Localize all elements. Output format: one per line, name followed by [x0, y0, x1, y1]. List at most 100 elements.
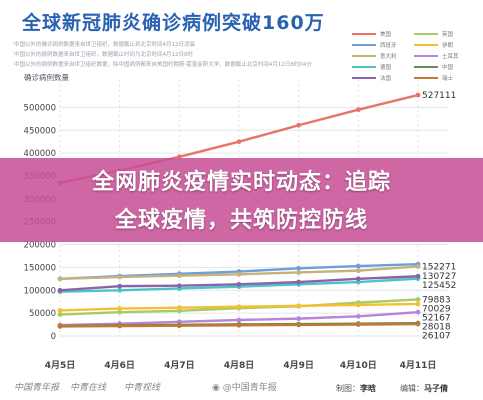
legend-swatch — [352, 76, 376, 79]
footer — [0, 372, 483, 400]
legend-swatch — [414, 32, 438, 35]
data-point — [415, 263, 421, 269]
chart-title: 全球新冠肺炎确诊病例突破160万 — [22, 12, 325, 34]
data-point — [57, 312, 63, 317]
data-point — [296, 316, 302, 322]
legend-item: 德国 — [352, 61, 414, 72]
legend-swatch — [352, 65, 376, 68]
legend-item: 瑞士 — [414, 72, 476, 83]
y-tick-label: 100000 — [24, 286, 56, 296]
data-point — [117, 309, 123, 315]
y-tick-label: 500000 — [24, 103, 56, 113]
legend-label: 英国 — [442, 31, 454, 38]
credit-name: 马子倩 — [424, 384, 448, 393]
data-label: 26107 — [422, 331, 451, 341]
legend-label: 法国 — [380, 75, 392, 82]
data-point — [236, 322, 242, 328]
data-point — [117, 274, 123, 280]
data-point — [355, 263, 361, 269]
x-tick-label: 4月9日 — [283, 360, 314, 371]
data-point — [117, 287, 123, 293]
credit-label: 编辑： — [400, 384, 424, 393]
legend-item: 土耳其 — [414, 50, 476, 61]
data-label: 52167 — [422, 313, 451, 323]
data-label: 28018 — [422, 322, 451, 332]
source-note: 中国以外的病例数据来自世卫组织，数据截止时间为北京时间4月12日8时 — [14, 52, 193, 58]
data-point — [355, 302, 361, 308]
legend-swatch — [352, 32, 376, 35]
x-tick-label: 4月5日 — [45, 360, 76, 371]
y-tick-label: 150000 — [24, 263, 56, 273]
data-point — [57, 324, 63, 329]
legend-swatch — [352, 54, 376, 57]
footer-logo-youth: 中青在线 — [70, 383, 107, 393]
y-tick-label: 400000 — [24, 149, 56, 159]
data-point — [415, 321, 421, 327]
legend-label: 伊朗 — [442, 42, 454, 49]
legend-label: 西班牙 — [380, 42, 397, 49]
data-point — [117, 323, 123, 329]
legend-item: 英国 — [414, 28, 476, 39]
legend-swatch — [414, 54, 438, 57]
footer-logo-shixian: 中青视线 — [124, 383, 161, 393]
weibo-handle-text: @中国青年报 — [222, 383, 277, 393]
legend-item: 西班牙 — [352, 39, 414, 50]
data-point — [355, 268, 361, 274]
data-point — [57, 287, 63, 293]
data-point — [236, 139, 242, 145]
legend-swatch — [414, 65, 438, 68]
data-label: 527111 — [422, 91, 456, 101]
legend-label: 美国 — [380, 31, 392, 38]
x-tick-label: 4月6日 — [104, 360, 135, 371]
data-point — [296, 279, 302, 285]
legend-label: 中国 — [442, 64, 454, 71]
legend-item: 伊朗 — [414, 39, 476, 50]
legend-item: 法国 — [352, 72, 414, 83]
data-point — [355, 276, 361, 282]
x-tick-label: 4月11日 — [400, 360, 437, 371]
data-point — [236, 304, 242, 310]
data-point — [355, 107, 361, 113]
headline-line-2: 全球疫情，共筑防控防线 — [114, 208, 368, 233]
data-point — [415, 92, 421, 98]
data-label: 152271 — [422, 262, 456, 272]
data-point — [296, 270, 302, 275]
x-tick-label: 4月8日 — [224, 360, 255, 371]
legend-item: 中国 — [414, 61, 476, 72]
data-point — [296, 322, 302, 328]
data-point — [355, 313, 361, 319]
data-point — [176, 323, 182, 329]
y-axis-label: 确诊病例数量 — [24, 73, 69, 82]
data-point — [176, 305, 182, 311]
data-point — [415, 297, 421, 302]
data-point — [236, 317, 242, 323]
credit-name: 李晗 — [360, 384, 376, 393]
data-point — [296, 265, 302, 271]
y-tick-label: 50000 — [29, 309, 56, 319]
data-point — [176, 283, 182, 289]
headline-banner — [0, 158, 483, 242]
legend-label: 土耳其 — [442, 53, 459, 60]
legend-swatch — [414, 76, 438, 79]
headline-line-1: 全网肺炎疫情实时动态：追踪 — [91, 170, 391, 195]
legend-label: 德国 — [380, 64, 392, 71]
data-label: 130727 — [422, 272, 456, 282]
data-point — [236, 271, 242, 277]
data-point — [296, 303, 302, 309]
legend-item: 美国 — [352, 28, 414, 39]
legend-swatch — [414, 43, 438, 46]
credit-editor: 编辑：马子倩 — [400, 383, 448, 394]
data-point — [355, 322, 361, 327]
data-point — [415, 309, 421, 315]
data-label: 79883 — [422, 295, 451, 305]
source-note: 中国以外的确诊病例数据来自世卫组织，数据截止到北京时间4月12日凌晨 — [14, 42, 196, 48]
x-tick-label: 4月10日 — [340, 360, 377, 371]
data-point — [296, 122, 302, 128]
data-point — [236, 281, 242, 287]
legend-swatch — [352, 43, 376, 46]
weibo-icon: ◉ — [212, 383, 220, 393]
data-point — [117, 306, 123, 311]
data-point — [57, 276, 63, 282]
